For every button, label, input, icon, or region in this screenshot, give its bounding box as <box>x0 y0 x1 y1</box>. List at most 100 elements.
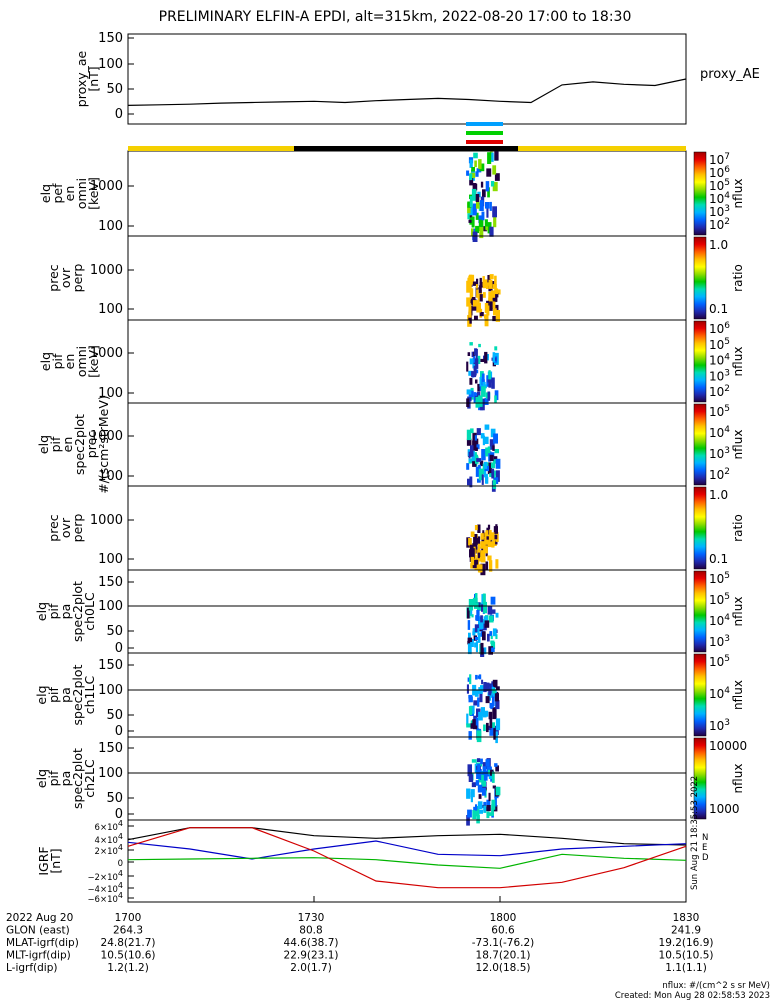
heatmap-cell <box>470 172 476 178</box>
heatmap-cell <box>476 806 480 817</box>
heatmap-cell <box>480 533 484 540</box>
y-axis-label: perp <box>70 514 85 543</box>
heatmap-cell <box>492 206 497 218</box>
heatmap-cell <box>472 432 477 442</box>
panel-frame <box>127 569 687 654</box>
heatmap-cell <box>487 391 491 401</box>
y-axis-label: elq <box>36 435 51 454</box>
y-axis-label: spec2plot <box>72 414 87 475</box>
heatmap-cell <box>482 647 487 655</box>
heatmap-cell <box>479 294 483 302</box>
heatmap-cell <box>472 597 478 607</box>
y-tick-label: 0 <box>115 724 123 739</box>
heatmap-cell <box>475 212 479 220</box>
heatmap-cell <box>470 723 474 729</box>
heatmap-cell <box>481 679 484 685</box>
y-axis-label: pif <box>46 770 61 786</box>
science-zone-marker <box>466 131 503 135</box>
colorbar-tick-label: 102 <box>709 467 730 482</box>
y-tick-label: 1000 <box>90 179 123 194</box>
heatmap-cell <box>489 201 492 211</box>
heatmap-cell <box>477 675 481 679</box>
heatmap-cell <box>488 615 494 623</box>
heatmap-cell <box>480 642 484 655</box>
y-tick-label: 0 <box>115 807 123 822</box>
heatmap-cell <box>470 556 475 566</box>
heatmap-cell <box>473 152 478 159</box>
y-axis-label: perp <box>70 264 85 293</box>
heatmap-cell <box>495 477 499 484</box>
heatmap-cell <box>475 636 480 641</box>
heatmap-cell <box>487 555 492 561</box>
heatmap-cell <box>469 159 473 168</box>
heatmap-cell <box>485 473 488 484</box>
y-tick-label: 6×104 <box>95 819 123 833</box>
heatmap-cell <box>471 759 477 763</box>
heatmap-cell <box>471 228 474 236</box>
y-axis-label: elq <box>38 352 53 371</box>
heatmap-cell <box>476 278 479 286</box>
heatmap-cell <box>482 381 486 386</box>
heatmap-cell <box>491 468 495 479</box>
heatmap-cell <box>493 308 497 316</box>
heatmap-cell <box>481 474 484 485</box>
heatmap-cell <box>477 383 481 392</box>
heatmap-cell <box>467 677 471 682</box>
heatmap-cell <box>478 616 481 628</box>
heatmap-cell <box>471 614 474 618</box>
heatmap-cell <box>483 724 486 732</box>
heatmap-cell <box>480 433 485 439</box>
heatmap-cell <box>471 782 476 788</box>
heatmap-cell <box>488 711 493 720</box>
colorbar-tick-label: 103 <box>709 634 730 649</box>
heatmap-cell <box>492 284 497 289</box>
heatmap-cell <box>471 351 474 358</box>
heatmap-cell <box>486 805 491 812</box>
footer-value: 18.7(20.1) <box>476 950 531 962</box>
heatmap-cell <box>490 596 496 605</box>
heatmap-cell <box>470 445 474 457</box>
heatmap-cell <box>478 395 483 407</box>
heatmap-cell <box>480 563 486 576</box>
orbit-segment <box>518 146 686 151</box>
heatmap-cell <box>477 697 480 707</box>
colorbar-tick-label: 102 <box>709 217 730 232</box>
colorbar-tick-label: 105 <box>709 337 730 352</box>
heatmap-cell <box>486 168 492 177</box>
heatmap-cell <box>489 454 494 461</box>
y-tick-label: 100 <box>98 552 123 567</box>
panel-1: 1000100elqpefenomni[keV]1071061051041031… <box>38 150 745 242</box>
heatmap-cell <box>470 563 475 569</box>
footer-value: 241.9 <box>671 925 701 937</box>
heatmap-cell <box>468 538 472 546</box>
legend-label: N <box>702 833 708 843</box>
heatmap-cell <box>487 275 491 283</box>
series-line-3 <box>127 827 687 889</box>
footer-value: 1700 <box>115 912 142 924</box>
colorbar-tick-label: 105 <box>709 571 730 586</box>
y-axis-label: #/(scm²strMeV) <box>96 395 111 494</box>
heatmap-cell <box>466 280 471 293</box>
heatmap-cell <box>477 763 481 775</box>
series-line-1 <box>127 840 687 860</box>
heatmap-cell <box>467 637 473 642</box>
y-axis-label: prec <box>46 514 61 541</box>
heatmap-cell <box>487 379 492 383</box>
heatmap-cell <box>487 633 490 642</box>
heatmap-cell <box>488 775 494 779</box>
heatmap-cell <box>475 194 480 202</box>
heatmap-cell <box>474 452 477 456</box>
y-axis-label: spec2plot <box>70 748 85 809</box>
y-axis-label: pa <box>58 687 73 703</box>
colorbar <box>693 653 707 737</box>
heatmap-cell <box>469 476 473 488</box>
panel-frame <box>127 33 687 125</box>
y-axis-label: en <box>62 354 77 370</box>
heatmap-cell <box>477 293 480 303</box>
heatmap-cell <box>475 780 480 786</box>
y-axis-label: prec <box>46 264 61 291</box>
heatmap-cell <box>482 785 486 796</box>
